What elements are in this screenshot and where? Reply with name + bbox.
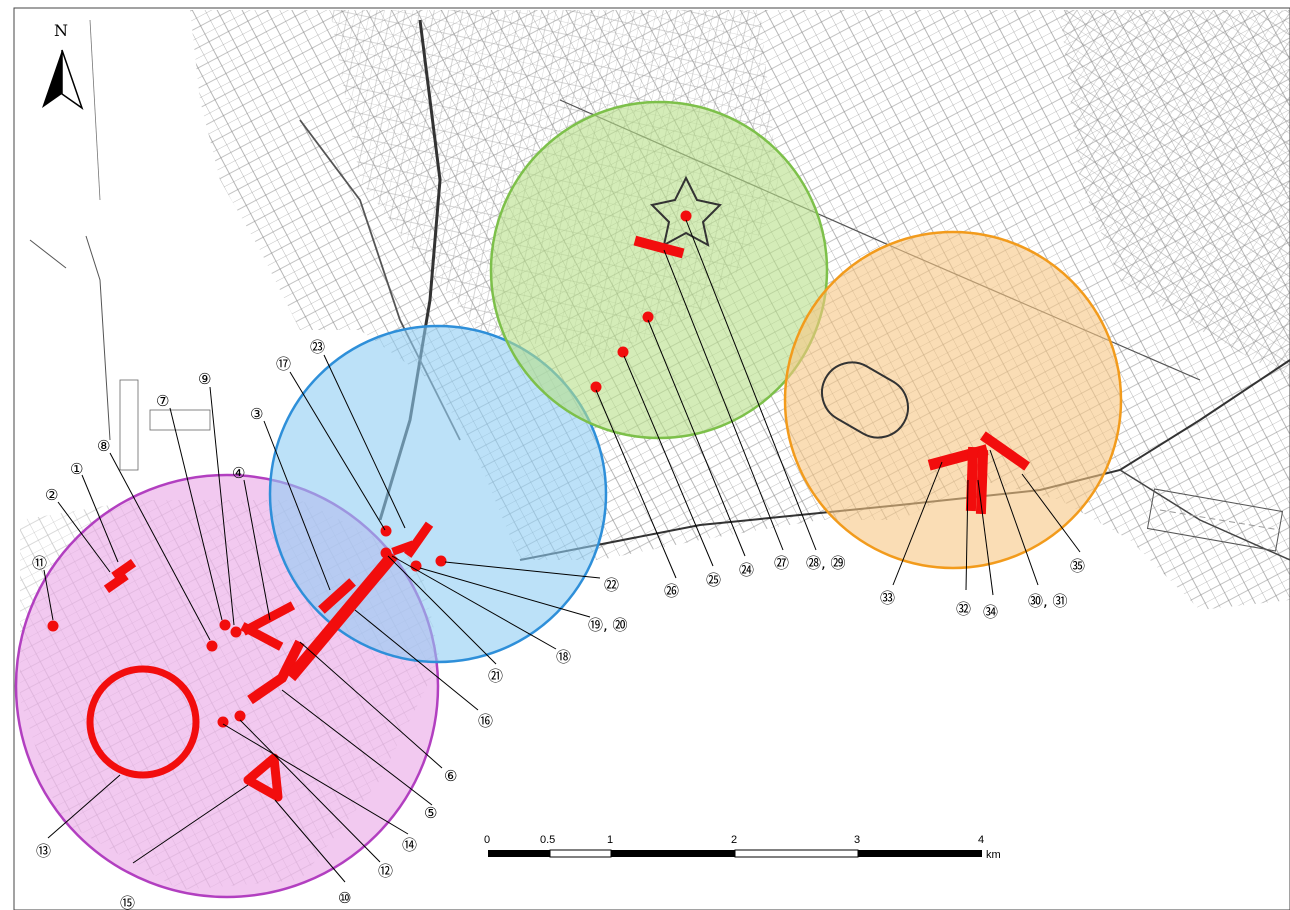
label-32: ㉜ xyxy=(956,600,971,618)
marker-bar xyxy=(633,235,685,259)
label-33: ㉝ xyxy=(880,589,895,607)
label-30-31: ㉚, ㉛ xyxy=(1028,592,1068,610)
marker-dot xyxy=(617,346,629,358)
marker-bar xyxy=(391,540,415,556)
label-8: ⑧ xyxy=(97,437,110,455)
label-17: ⑰ xyxy=(276,355,291,373)
scale-tick-0-5: 0.5 xyxy=(540,834,555,846)
label-14: ⑭ xyxy=(402,836,417,854)
marker-bar xyxy=(980,431,1030,471)
label-1: ① xyxy=(70,460,83,478)
green-zone xyxy=(489,100,829,440)
label-26: ㉖ xyxy=(664,582,679,600)
number-labels: ① ② ⑪ ⑧ ⑦ ⑨ ③ ④ ⑰ ㉓ ⑥ ⑤ ⑭ ⑫ ⑩ ⑬ ⑮ ⑯ ㉑ ⑱ … xyxy=(32,338,1085,910)
label-22: ㉒ xyxy=(604,576,619,594)
label-18: ⑱ xyxy=(556,648,571,666)
blue-zone xyxy=(268,324,608,664)
racecourse xyxy=(821,361,909,439)
label-28-29: ㉘, ㉙ xyxy=(806,554,846,572)
label-25: ㉕ xyxy=(706,571,721,589)
label-27: ㉗ xyxy=(774,554,789,572)
marker-bar xyxy=(241,601,296,636)
label-12: ⑫ xyxy=(378,862,393,880)
marker-bar xyxy=(975,449,989,515)
scale-tick-4: 4 xyxy=(978,834,984,846)
leader-lines xyxy=(43,219,1081,883)
label-3: ③ xyxy=(250,405,263,423)
label-35: ㉟ xyxy=(1070,557,1085,575)
marker-ring xyxy=(86,665,200,779)
markers xyxy=(47,210,1030,802)
marker-dot xyxy=(380,525,392,537)
label-6: ⑥ xyxy=(444,767,457,785)
scale-tick-3: 3 xyxy=(854,834,860,846)
marker-bar xyxy=(103,571,129,593)
label-15: ⑮ xyxy=(120,894,135,910)
label-16: ⑯ xyxy=(478,712,493,730)
marker-dot xyxy=(410,560,422,572)
label-4: ④ xyxy=(232,464,245,482)
marker-dot xyxy=(219,619,231,631)
label-19-20: ⑲, ⑳ xyxy=(588,616,628,634)
label-21: ㉑ xyxy=(488,667,503,685)
label-5: ⑤ xyxy=(424,804,437,822)
marker-dot xyxy=(217,716,229,728)
marker-line xyxy=(247,639,305,705)
scale-bar: 0 0.5 1 2 3 4 km xyxy=(484,834,1001,861)
marker-dot xyxy=(642,311,654,323)
label-2: ② xyxy=(45,486,58,504)
marker-bar xyxy=(318,578,356,614)
label-10: ⑩ xyxy=(338,889,351,907)
marker-triangle xyxy=(243,753,283,802)
scale-tick-0: 0 xyxy=(484,834,490,846)
scale-tick-1: 1 xyxy=(607,834,613,846)
marker-bar xyxy=(965,446,979,512)
label-9: ⑨ xyxy=(198,370,211,388)
label-34: ㉞ xyxy=(983,603,998,621)
label-24: ㉔ xyxy=(739,561,754,579)
north-label: N xyxy=(54,21,68,40)
star-fort xyxy=(649,175,723,247)
marker-bar xyxy=(111,559,137,581)
label-11: ⑪ xyxy=(32,554,47,572)
scale-unit: km xyxy=(986,849,1001,861)
label-13: ⑬ xyxy=(36,842,51,860)
north-arrow-icon xyxy=(42,50,62,108)
scale-tick-2: 2 xyxy=(731,834,737,846)
marker-dot xyxy=(234,710,246,722)
marker-dot xyxy=(230,626,242,638)
label-23: ㉓ xyxy=(310,338,325,356)
marker-dot xyxy=(206,640,218,652)
orange-zone xyxy=(783,230,1123,570)
label-7: ⑦ xyxy=(156,392,169,410)
marker-bar xyxy=(240,622,284,651)
marker-dot xyxy=(47,620,59,632)
north-arrow: N xyxy=(42,21,84,110)
marker-bar xyxy=(285,550,399,682)
marker-dot xyxy=(590,381,602,393)
marker-dot xyxy=(435,555,447,567)
marker-dot xyxy=(680,210,692,222)
